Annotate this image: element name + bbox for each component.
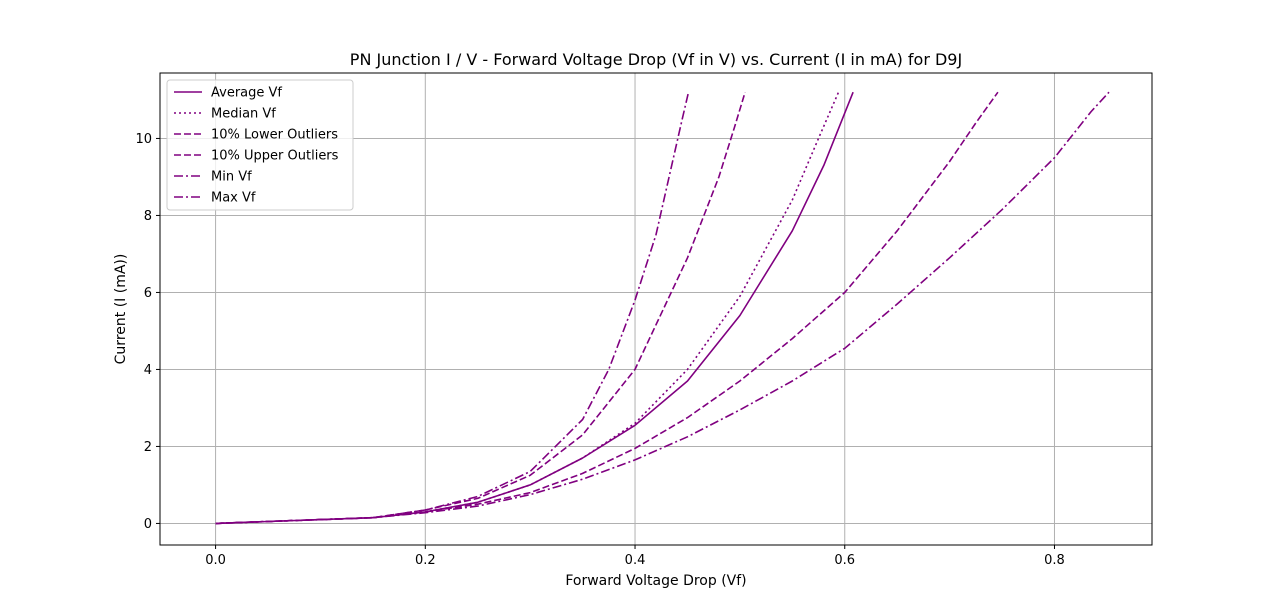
series-line-max-vf bbox=[215, 92, 690, 525]
legend-label-min-vf: Min Vf bbox=[211, 170, 252, 185]
y-tick-label: 10 bbox=[135, 132, 152, 147]
y-axis-title: Current (I (mA)) bbox=[113, 254, 129, 365]
x-tick-label: 0.0 bbox=[205, 553, 226, 568]
x-axis-ticks: 0.0 0.2 0.4 0.6 0.8 bbox=[205, 545, 1065, 568]
series-line-10pct-upper-outliers bbox=[215, 91, 999, 525]
y-tick-label: 6 bbox=[144, 286, 152, 301]
legend-label-average-vf: Average Vf bbox=[211, 86, 282, 101]
legend-label-10pct-lower-outliers: 10% Lower Outliers bbox=[211, 128, 338, 143]
legend-label-median-vf: Median Vf bbox=[211, 107, 276, 122]
legend: Average Vf Median Vf 10% Lower Outliers 10%… bbox=[166, 79, 354, 211]
chart-title: PN Junction I / V - Forward Voltage Drop… bbox=[350, 50, 962, 69]
y-axis-ticks: 0 2 4 6 8 10 bbox=[135, 132, 160, 532]
y-tick-label: 8 bbox=[144, 209, 152, 224]
x-tick-label: 0.4 bbox=[625, 553, 646, 568]
legend-label-10pct-upper-outliers: 10% Upper Outliers bbox=[211, 149, 339, 164]
x-tick-label: 0.8 bbox=[1044, 553, 1065, 568]
x-axis-title: Forward Voltage Drop (Vf) bbox=[565, 573, 746, 589]
legend-label-max-vf: Max Vf bbox=[211, 191, 256, 206]
y-tick-label: 2 bbox=[144, 440, 152, 455]
x-tick-label: 0.6 bbox=[834, 553, 855, 568]
series-line-median-vf bbox=[215, 91, 840, 525]
y-tick-label: 0 bbox=[144, 517, 152, 532]
x-tick-label: 0.2 bbox=[415, 553, 436, 568]
plot-frame bbox=[159, 72, 1153, 546]
series-lines bbox=[215, 91, 1110, 525]
y-tick-label: 4 bbox=[144, 363, 152, 378]
legend-box bbox=[166, 79, 354, 211]
